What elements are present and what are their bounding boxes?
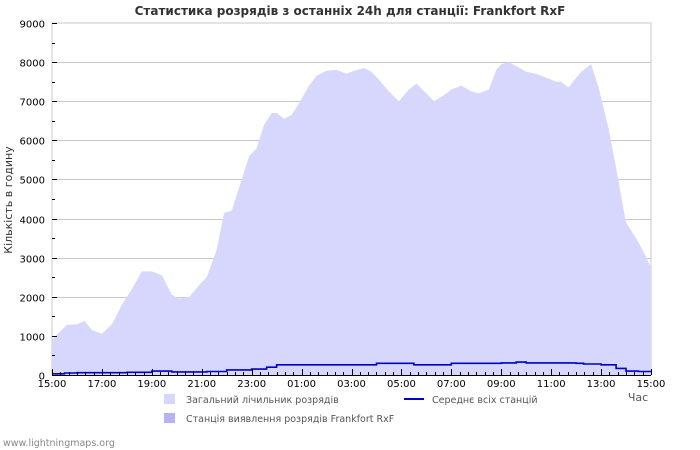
legend-label-average: Середнє всіх станцій [432,395,538,406]
legend-label-total: Загальний лічильник розрядів [186,395,339,406]
y-tick-label: 5000 [20,176,45,187]
line-average-all-stations [52,361,652,375]
y-tick-label: 4000 [20,216,45,227]
legend-label-station: Станція виявлення розрядів Frankfort RxF [186,414,394,425]
x-tick-label: 11:00 [537,379,566,390]
y-tick-label: 3000 [20,255,45,266]
legend-item-total[interactable]: Загальний лічильник розрядів [164,394,339,406]
x-tick-label: 19:00 [137,379,166,390]
y-tick-label: 1000 [20,333,45,344]
area-series [52,62,651,375]
x-tick-label: 01:00 [287,379,316,390]
line-series [52,361,652,375]
x-axis-label: Час [628,391,648,404]
x-tick-label: 13:00 [587,379,616,390]
legend: Загальний лічильник розрядів Середнє всі… [164,394,538,425]
x-tick-label: 21:00 [187,379,216,390]
legend-swatch-station [164,413,175,423]
legend-swatch-total [164,394,175,404]
legend-item-station[interactable]: Станція виявлення розрядів Frankfort RxF [164,413,394,425]
x-tick-label: 15:00 [38,379,67,390]
x-tick-label: 17:00 [88,379,117,390]
y-tick-label: 8000 [20,59,45,70]
y-tick-label: 9000 [20,20,45,31]
x-tick-label: 05:00 [387,379,416,390]
legend-item-average[interactable]: Середнє всіх станцій [404,395,538,406]
x-tick-label: 09:00 [487,379,516,390]
y-axis: 0 1000 2000 3000 4000 5000 6000 7000 8000 9000 [20,20,57,383]
y-tick-label: 2000 [20,294,45,305]
x-tick-label: 03:00 [337,379,366,390]
x-tick-label: 07:00 [437,379,466,390]
chart-title: Статистика розрядів з останніх 24h для с… [135,4,566,18]
x-axis: 15:00 17:00 19:00 21:00 23:00 01:00 03:00 05:00… [38,369,666,390]
y-tick-label: 0 [39,372,45,383]
area-total-count [52,62,651,375]
footer-source-link[interactable]: www.lightningmaps.org [3,438,115,449]
x-tick-label: 15:00 [637,379,666,390]
y-tick-label: 6000 [20,137,45,148]
y-axis-label: Кількість в годину [2,146,15,254]
y-tick-label: 7000 [20,98,45,109]
x-tick-label: 23:00 [237,379,266,390]
